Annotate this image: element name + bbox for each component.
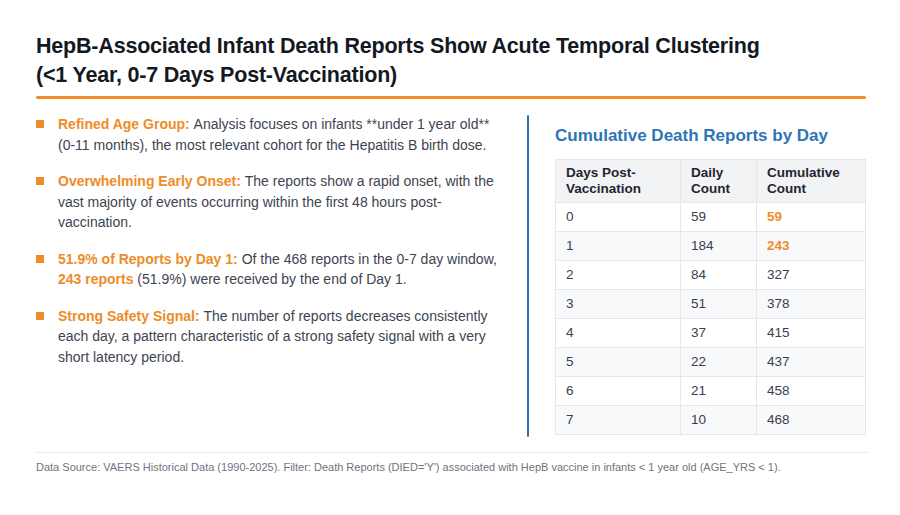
daily-count-cell: 184 [681,232,757,261]
table-row: 710468 [556,406,866,435]
bullet-item: Overwhelming Early Onset: The reports sh… [36,171,508,233]
table-title: Cumulative Death Reports by Day [555,126,866,146]
daily-count-cell: 22 [681,348,757,377]
page-title-line-1: HepB-Associated Infant Death Reports Sho… [36,32,868,61]
page-title: HepB-Associated Infant Death Reports Sho… [36,32,868,90]
days-post-vaccination-cell: 2 [556,261,681,290]
cumulative-count-cell: 458 [757,377,866,406]
bullet-body-text: (51.9%) were received by the end of Day … [133,271,406,287]
daily-count-cell: 37 [681,319,757,348]
table-header: Days Post-VaccinationDaily CountCumulati… [556,160,866,203]
table-header-cell: Days Post-Vaccination [556,160,681,203]
table-row: 522437 [556,348,866,377]
bullet-label: Strong Safety Signal: [58,308,203,324]
table-row: 1184243 [556,232,866,261]
key-findings-section: Refined Age Group: Analysis focuses on i… [36,114,508,383]
cumulative-count-cell: 415 [757,319,866,348]
bullet-text: Strong Safety Signal: The number of repo… [58,306,508,368]
highlight-text: 243 reports [58,271,133,287]
days-post-vaccination-cell: 6 [556,377,681,406]
bullet-label: Refined Age Group: [58,116,194,132]
daily-count-cell: 84 [681,261,757,290]
data-source-note: Data Source: VAERS Historical Data (1990… [36,460,876,474]
bullet-label: Overwhelming Early Onset: [58,173,245,189]
table-header-cell: Cumulative Count [757,160,866,203]
cumulative-count-cell: 59 [757,203,866,232]
table-row: 437415 [556,319,866,348]
table-section: Cumulative Death Reports by Day Days Pos… [555,126,866,435]
days-post-vaccination-cell: 4 [556,319,681,348]
bullet-text: Refined Age Group: Analysis focuses on i… [58,114,508,155]
table-row: 05959 [556,203,866,232]
days-post-vaccination-cell: 3 [556,290,681,319]
table-row: 621458 [556,377,866,406]
cumulative-count-cell: 437 [757,348,866,377]
daily-count-cell: 51 [681,290,757,319]
bullet-item: 51.9% of Reports by Day 1: Of the 468 re… [36,249,508,290]
bullet-square-icon [36,312,44,320]
table-row: 351378 [556,290,866,319]
table-header-cell: Daily Count [681,160,757,203]
bullet-body-text: Of the 468 reports in the 0-7 day window… [242,251,497,267]
cumulative-count-cell: 243 [757,232,866,261]
cumulative-count-cell: 327 [757,261,866,290]
cumulative-death-reports-table: Days Post-VaccinationDaily CountCumulati… [555,159,866,435]
footer-divider [36,452,868,453]
daily-count-cell: 10 [681,406,757,435]
bullet-item: Strong Safety Signal: The number of repo… [36,306,508,368]
cumulative-count-cell: 378 [757,290,866,319]
cumulative-count-cell: 468 [757,406,866,435]
days-post-vaccination-cell: 5 [556,348,681,377]
days-post-vaccination-cell: 0 [556,203,681,232]
slide-canvas: HepB-Associated Infant Death Reports Sho… [0,0,900,515]
bullet-square-icon [36,255,44,263]
table-row: 284327 [556,261,866,290]
bullet-label: 51.9% of Reports by Day 1: [58,251,242,267]
page-title-line-2: (<1 Year, 0-7 Days Post-Vaccination) [36,61,868,90]
bullet-text: Overwhelming Early Onset: The reports sh… [58,171,508,233]
days-post-vaccination-cell: 7 [556,406,681,435]
title-underline-rule [36,96,866,99]
daily-count-cell: 21 [681,377,757,406]
bullet-square-icon [36,120,44,128]
column-divider [527,115,529,437]
bullet-text: 51.9% of Reports by Day 1: Of the 468 re… [58,249,508,290]
daily-count-cell: 59 [681,203,757,232]
bullet-item: Refined Age Group: Analysis focuses on i… [36,114,508,155]
days-post-vaccination-cell: 1 [556,232,681,261]
table-header-row: Days Post-VaccinationDaily CountCumulati… [556,160,866,203]
table-body: 0595911842432843273513784374155224376214… [556,203,866,435]
bullet-square-icon [36,177,44,185]
